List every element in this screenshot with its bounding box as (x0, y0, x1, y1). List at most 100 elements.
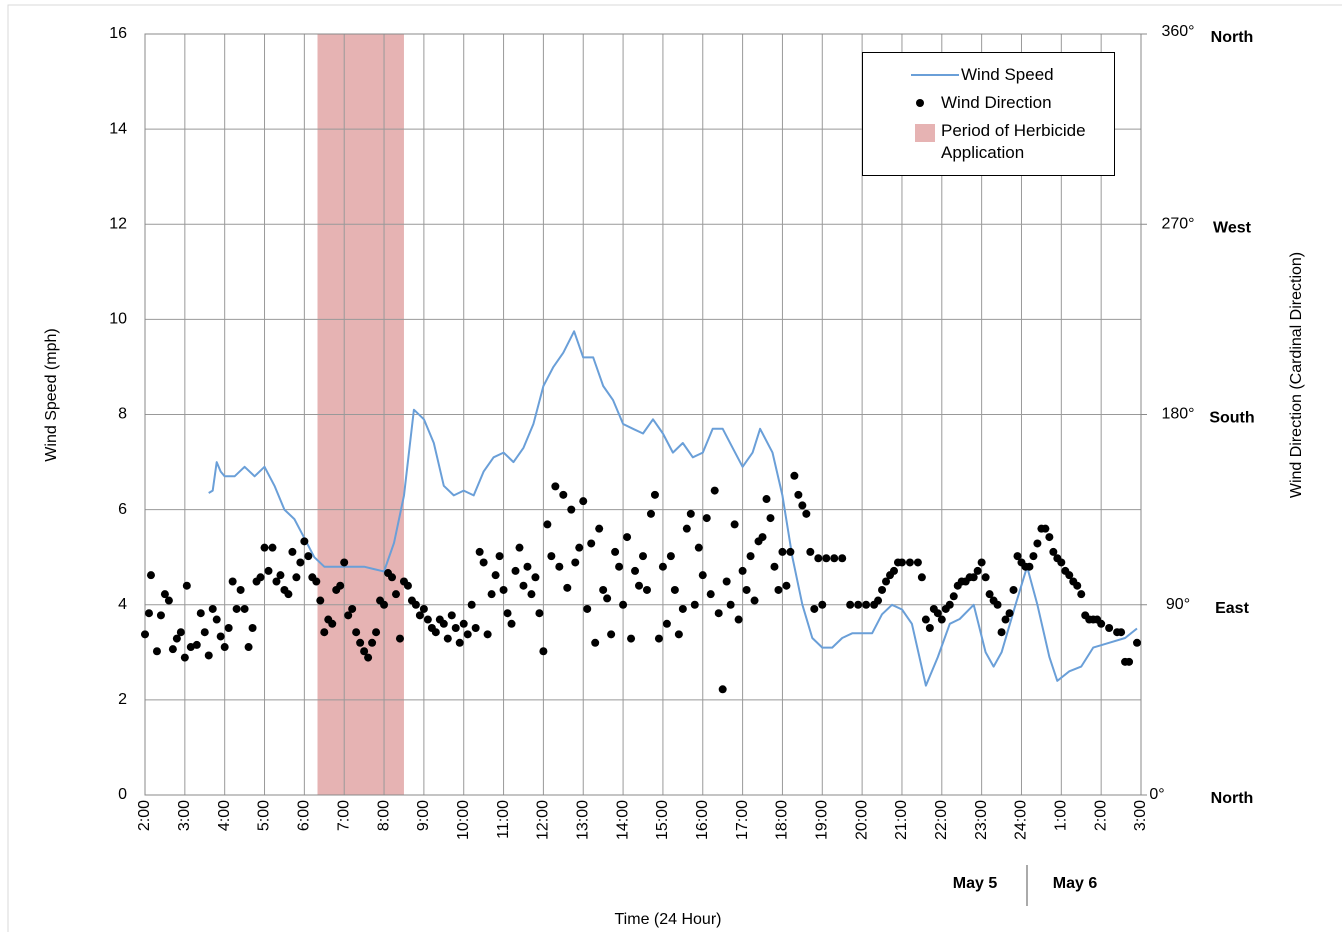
wind-direction-point (284, 590, 293, 599)
wind-direction-point (571, 558, 580, 567)
wind-direction-point (144, 609, 153, 618)
x-tick-label: 20:00 (853, 800, 870, 840)
plot-border (144, 33, 1142, 796)
wind-direction-point (395, 634, 404, 643)
wind-direction-point (750, 596, 759, 605)
y-tick-label: 4 (118, 596, 127, 613)
wind-speed-line (208, 330, 1138, 687)
wind-direction-point (196, 609, 205, 618)
wind-direction-point (180, 653, 189, 662)
wind-direction-point (639, 552, 647, 561)
wind-direction-point (1057, 558, 1066, 567)
wind-direction-point (352, 628, 361, 637)
x-tick-label: 10:00 (455, 800, 472, 840)
wind-direction-point (662, 619, 671, 628)
wind-direction-point (997, 628, 1006, 637)
wind-direction-point (372, 628, 381, 637)
wind-direction-point (499, 585, 508, 594)
wind-direction-point (698, 571, 707, 580)
direction-label: West (1213, 219, 1252, 236)
legend-label: Wind Speed (961, 65, 1054, 84)
wind-direction-point (802, 509, 811, 518)
wind-direction-point (583, 604, 592, 613)
wind-direction-point (878, 585, 887, 594)
wind-direction-point (682, 524, 691, 533)
wind-direction-point (495, 552, 504, 561)
wind-direction-point (248, 624, 257, 633)
wind-direction-point (531, 573, 540, 582)
wind-direction-point (782, 581, 791, 590)
wind-direction-point (220, 643, 229, 652)
x-axis-title: Time (24 Hour) (615, 911, 722, 928)
wind-direction-point (487, 590, 496, 599)
wind-direction-point (451, 624, 460, 633)
wind-direction-point (320, 628, 329, 637)
wind-direction-point (579, 497, 588, 506)
wind-direction-point (674, 630, 683, 639)
wind-direction-point (599, 585, 608, 594)
wind-direction-point (917, 573, 926, 582)
wind-direction-point (977, 558, 986, 567)
wind-direction-point (268, 543, 277, 552)
wind-direction-point (380, 600, 389, 609)
wind-direction-point (276, 571, 285, 580)
wind-direction-point (790, 471, 799, 480)
wind-direction-point (642, 585, 651, 594)
x-tick-label: 18:00 (774, 800, 791, 840)
wind-direction-point (798, 501, 807, 510)
wind-direction-point (256, 573, 265, 582)
wind-direction-point (1105, 624, 1114, 633)
wind-direction-point (1133, 638, 1142, 647)
wind-direction-point (882, 577, 891, 586)
wind-direction-point (1077, 590, 1086, 599)
wind-direction-point (459, 619, 468, 628)
wind-direction-point (905, 558, 914, 567)
wind-direction-point (973, 566, 982, 575)
wind-direction-point (611, 547, 620, 556)
legend-label: Period of Herbicide Application (941, 121, 1086, 162)
x-tick-label: 9:00 (415, 800, 432, 831)
y2-tick-label: 90° (1166, 596, 1190, 613)
wind-direction-point (192, 640, 201, 649)
wind-direction-point (889, 566, 898, 575)
wind-direction-point (443, 634, 452, 643)
wind-direction-point (523, 562, 532, 571)
legend-entry: Wind Direction (863, 92, 1121, 114)
wind-direction-point (555, 562, 564, 571)
wind-direction-point (646, 509, 655, 518)
wind-direction-point (1009, 585, 1018, 594)
wind-direction-point (503, 609, 512, 618)
wind-direction-point (141, 630, 149, 639)
wind-direction-point (814, 554, 823, 563)
x-tick-label: 12:00 (535, 800, 552, 840)
wind-direction-point (718, 685, 727, 694)
wind-direction-point (228, 577, 237, 586)
x-tick-label: 11:00 (495, 800, 512, 839)
wind-direction-point (388, 573, 397, 582)
x-tick-label: 24:00 (1013, 800, 1030, 840)
x-tick-label: 14:00 (614, 800, 631, 840)
wind-direction-point (770, 562, 779, 571)
wind-direction-point (678, 604, 687, 613)
wind-direction-point (204, 651, 213, 660)
y-tick-label: 10 (109, 311, 127, 328)
wind-direction-point (475, 547, 484, 556)
wind-direction-point (794, 490, 803, 499)
wind-direction-point (527, 590, 536, 599)
direction-label: South (1209, 410, 1254, 427)
wind-direction-point (1117, 628, 1126, 637)
wind-direction-point (431, 628, 440, 637)
wind-direction-point (328, 619, 337, 628)
wind-direction-point (730, 520, 739, 529)
wind-direction-point (690, 600, 699, 609)
direction-label: North (1211, 29, 1254, 46)
date-label: May 5 (953, 875, 998, 892)
x-tick-label: 21:00 (893, 800, 910, 840)
x-tick-label: 22:00 (933, 800, 950, 840)
wind-direction-point (368, 638, 377, 647)
wind-direction-point (240, 604, 249, 613)
x-tick-label: 19:00 (813, 800, 830, 840)
wind-direction-point (1097, 619, 1106, 628)
